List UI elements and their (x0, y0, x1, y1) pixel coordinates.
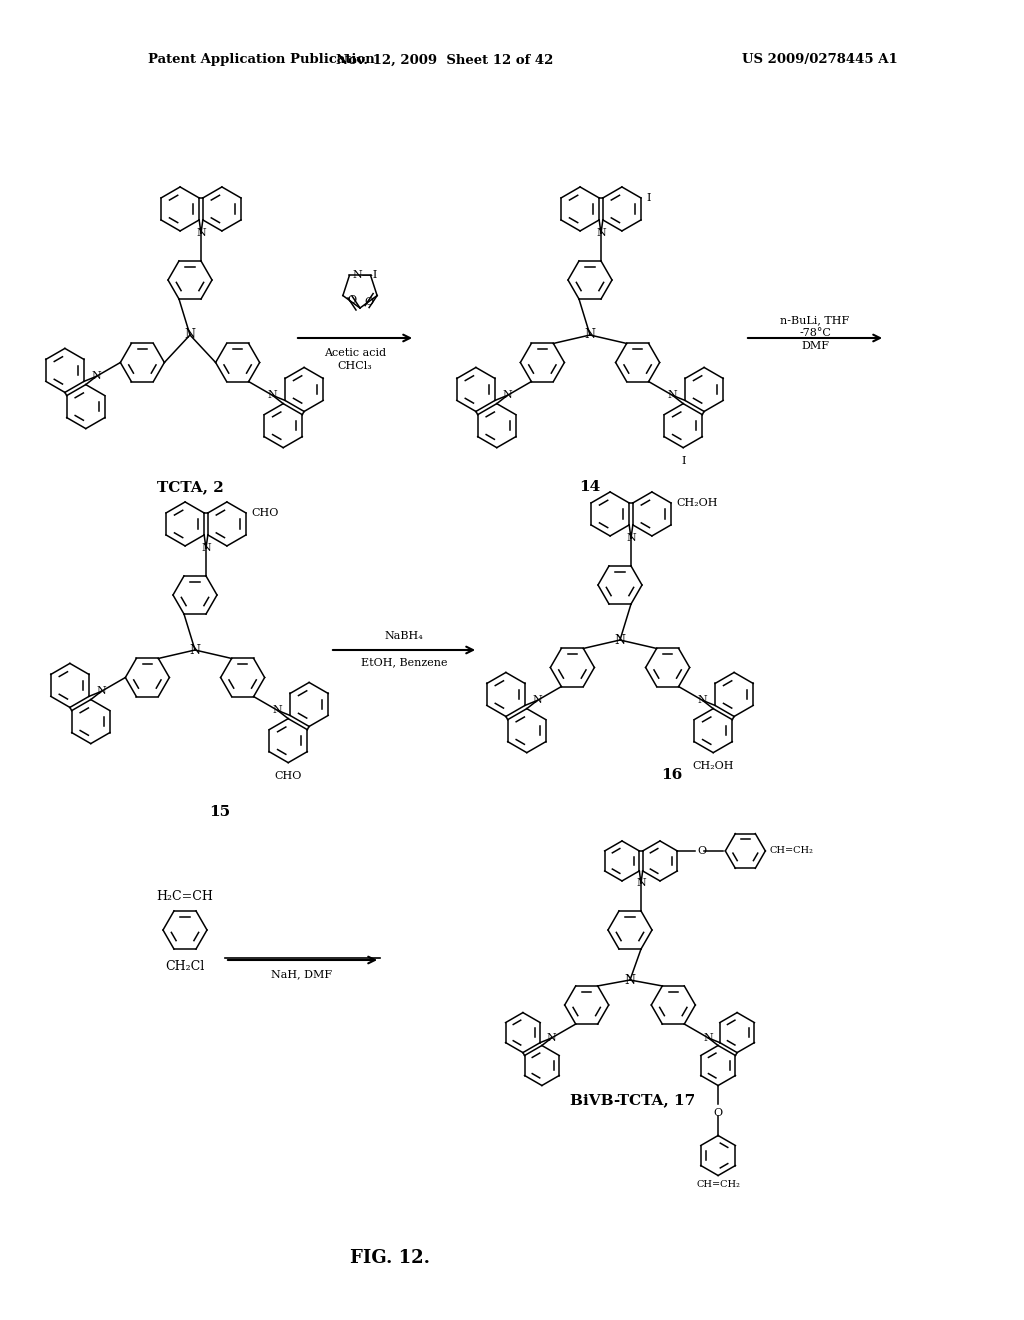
Text: O: O (365, 297, 374, 306)
Text: N: N (697, 696, 708, 705)
Text: NaH, DMF: NaH, DMF (271, 969, 333, 979)
Text: N: N (268, 391, 278, 400)
Text: O: O (347, 294, 356, 305)
Text: N: N (625, 974, 636, 986)
Text: CH₂OH: CH₂OH (676, 498, 718, 508)
Text: Patent Application Publication: Patent Application Publication (148, 54, 375, 66)
Text: N: N (532, 696, 542, 705)
Text: N: N (668, 391, 678, 400)
Text: CHCl₃: CHCl₃ (338, 360, 373, 371)
Text: N: N (96, 686, 106, 697)
Text: US 2009/0278445 A1: US 2009/0278445 A1 (742, 54, 898, 66)
Text: CH=CH₂: CH=CH₂ (696, 1180, 740, 1188)
Text: N: N (703, 1034, 714, 1043)
Text: Nov. 12, 2009  Sheet 12 of 42: Nov. 12, 2009 Sheet 12 of 42 (336, 54, 554, 66)
Text: N: N (585, 329, 596, 342)
Text: N: N (184, 329, 196, 342)
Text: N: N (547, 1034, 556, 1043)
Text: N: N (626, 533, 636, 543)
Text: NaBH₄: NaBH₄ (385, 631, 423, 642)
Text: CHO: CHO (251, 508, 279, 517)
Text: DMF: DMF (801, 341, 829, 351)
Text: CHO: CHO (274, 771, 302, 780)
Text: N: N (503, 391, 512, 400)
Text: N: N (636, 878, 646, 888)
Text: O: O (697, 846, 707, 855)
Text: N: N (614, 634, 626, 647)
Text: I: I (681, 455, 685, 466)
Text: N: N (197, 228, 206, 238)
Text: I: I (646, 193, 650, 203)
Text: Acetic acid: Acetic acid (324, 348, 386, 358)
Text: EtOH, Benzene: EtOH, Benzene (360, 657, 447, 667)
Text: n-BuLi, THF: n-BuLi, THF (780, 315, 850, 325)
Text: CH=CH₂: CH=CH₂ (769, 846, 813, 855)
Text: H₂C=CH: H₂C=CH (157, 890, 213, 903)
Text: CH₂OH: CH₂OH (692, 760, 734, 771)
Text: CH₂Cl: CH₂Cl (165, 960, 205, 973)
Text: N: N (272, 705, 283, 715)
Text: N: N (189, 644, 201, 656)
Text: O: O (714, 1107, 723, 1118)
Text: TCTA, 2: TCTA, 2 (157, 480, 223, 494)
Text: N: N (596, 228, 606, 238)
Text: -78°C: -78°C (799, 327, 830, 338)
Text: BiVB-TCTA, 17: BiVB-TCTA, 17 (570, 1093, 695, 1107)
Text: N—I: N—I (352, 271, 378, 280)
Text: N: N (91, 371, 101, 381)
Text: 16: 16 (662, 768, 683, 781)
Text: 14: 14 (580, 480, 601, 494)
Text: N: N (201, 543, 211, 553)
Text: FIG. 12.: FIG. 12. (350, 1249, 430, 1267)
Text: 15: 15 (210, 805, 230, 818)
